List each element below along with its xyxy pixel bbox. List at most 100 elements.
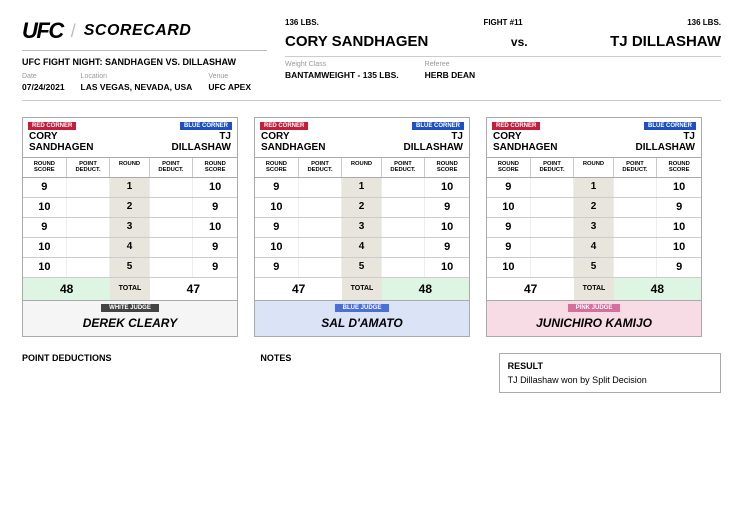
score-a: 9 (23, 218, 67, 237)
deduct-b (614, 178, 658, 197)
total-b: 47 (150, 278, 237, 300)
table-header: ROUND SCORE POINT DEDUCT. ROUND POINT DE… (255, 157, 469, 178)
round-number: 2 (342, 198, 381, 217)
score-a: 10 (23, 238, 67, 257)
deduct-b (382, 218, 426, 237)
deduct-a (67, 258, 111, 277)
corners-row: RED CORNER BLUE CORNER (487, 118, 701, 132)
result-box: RESULT TJ Dillashaw won by Split Decisio… (499, 353, 721, 393)
result-text: TJ Dillashaw won by Split Decision (508, 375, 712, 385)
judge-name: JUNICHIRO KAMIJO (487, 312, 701, 336)
point-deductions-section: POINT DEDUCTIONS (22, 353, 244, 393)
score-a: 10 (23, 198, 67, 217)
meta-weight-class: Weight Class BANTAMWEIGHT - 135 LBS. (285, 61, 399, 80)
round-number: 3 (110, 218, 149, 237)
logo-row: UFC / SCORECARD (22, 18, 267, 51)
deduct-a (299, 238, 343, 257)
blue-fighter: TJDILLASHAW (172, 132, 231, 153)
judge-scorecard: RED CORNER BLUE CORNER CORYSANDHAGEN TJD… (486, 117, 702, 337)
round-number: 2 (574, 198, 613, 217)
scorecard-page: UFC / SCORECARD UFC FIGHT NIGHT: SANDHAG… (0, 0, 743, 411)
score-b: 9 (193, 198, 237, 217)
deduct-a (67, 218, 111, 237)
deduct-a (299, 198, 343, 217)
meta-label: Weight Class (285, 61, 399, 68)
red-fighter: CORYSANDHAGEN (261, 132, 325, 153)
weight-left: 136 LBS. (285, 18, 319, 27)
meta-value: 07/24/2021 (22, 82, 65, 92)
score-a: 10 (255, 198, 299, 217)
round-row: 10 4 9 (23, 238, 237, 258)
judge-color-badge: WHITE JUDGE (101, 304, 159, 312)
judge-name: SAL D'AMATO (255, 312, 469, 336)
meta-label: Date (22, 73, 65, 80)
meta-value: HERB DEAN (425, 70, 476, 80)
blue-fighter: TJDILLASHAW (404, 132, 463, 153)
meta-location: Location LAS VEGAS, NEVADA, USA (81, 73, 193, 92)
fight-number: FIGHT #11 (483, 18, 522, 27)
meta-value: UFC APEX (208, 82, 251, 92)
card-names: CORYSANDHAGEN TJDILLASHAW (23, 132, 237, 157)
score-a: 9 (487, 218, 531, 237)
total-label: TOTAL (574, 278, 613, 300)
score-a: 10 (487, 258, 531, 277)
deduct-a (67, 238, 111, 257)
col-round: ROUND (342, 158, 381, 177)
deduct-b (614, 218, 658, 237)
col-round-score: ROUND SCORE (487, 158, 531, 177)
round-row: 9 3 10 (487, 218, 701, 238)
ufc-logo: UFC (22, 18, 63, 44)
score-a: 9 (255, 178, 299, 197)
deduct-a (531, 178, 575, 197)
judge-name: DEREK CLEARY (23, 312, 237, 336)
header-left: UFC / SCORECARD UFC FIGHT NIGHT: SANDHAG… (22, 18, 267, 92)
event-name: UFC FIGHT NIGHT: SANDHAGEN VS. DILLASHAW (22, 57, 267, 67)
header-right: 136 LBS. FIGHT #11 136 LBS. CORY SANDHAG… (285, 18, 721, 92)
deduct-b (614, 198, 658, 217)
total-row: 47 TOTAL 48 (487, 278, 701, 301)
weight-right: 136 LBS. (687, 18, 721, 27)
bout-names: CORY SANDHAGEN vs. TJ DILLASHAW (285, 33, 721, 50)
score-b: 10 (657, 238, 701, 257)
round-number: 3 (574, 218, 613, 237)
deduct-b (150, 218, 194, 237)
fighter-a-name: CORY SANDHAGEN (285, 33, 428, 50)
score-b: 10 (657, 218, 701, 237)
red-fighter: CORYSANDHAGEN (29, 132, 93, 153)
total-label: TOTAL (342, 278, 381, 300)
col-round-score: ROUND SCORE (255, 158, 299, 177)
round-row: 9 4 10 (487, 238, 701, 258)
deduct-a (67, 178, 111, 197)
total-a: 48 (23, 278, 110, 300)
deduct-a (299, 258, 343, 277)
divider-icon: / (71, 21, 76, 42)
score-a: 9 (255, 218, 299, 237)
table-header: ROUND SCORE POINT DEDUCT. ROUND POINT DE… (23, 157, 237, 178)
col-round: ROUND (110, 158, 149, 177)
round-row: 9 5 10 (255, 258, 469, 278)
round-row: 10 4 9 (255, 238, 469, 258)
scorecards-row: RED CORNER BLUE CORNER CORYSANDHAGEN TJD… (22, 117, 721, 337)
col-round: ROUND (574, 158, 613, 177)
round-number: 5 (342, 258, 381, 277)
round-number: 5 (110, 258, 149, 277)
meta-label: Location (81, 73, 193, 80)
blue-corner-badge: BLUE CORNER (180, 122, 232, 130)
deduct-a (531, 238, 575, 257)
round-number: 4 (574, 238, 613, 257)
blue-corner-badge: BLUE CORNER (644, 122, 696, 130)
score-a: 9 (487, 178, 531, 197)
deduct-b (382, 258, 426, 277)
section-title: POINT DEDUCTIONS (22, 353, 244, 363)
bout-topline: 136 LBS. FIGHT #11 136 LBS. (285, 18, 721, 27)
blue-fighter: TJDILLASHAW (636, 132, 695, 153)
meta-venue: Venue UFC APEX (208, 73, 251, 92)
score-a: 9 (23, 178, 67, 197)
deduct-b (150, 198, 194, 217)
col-round-score: ROUND SCORE (23, 158, 67, 177)
deduct-a (299, 218, 343, 237)
header: UFC / SCORECARD UFC FIGHT NIGHT: SANDHAG… (22, 18, 721, 101)
deduct-b (382, 238, 426, 257)
judge-color-badge: BLUE JUDGE (335, 304, 390, 312)
fighter-b-name: TJ DILLASHAW (610, 33, 721, 50)
